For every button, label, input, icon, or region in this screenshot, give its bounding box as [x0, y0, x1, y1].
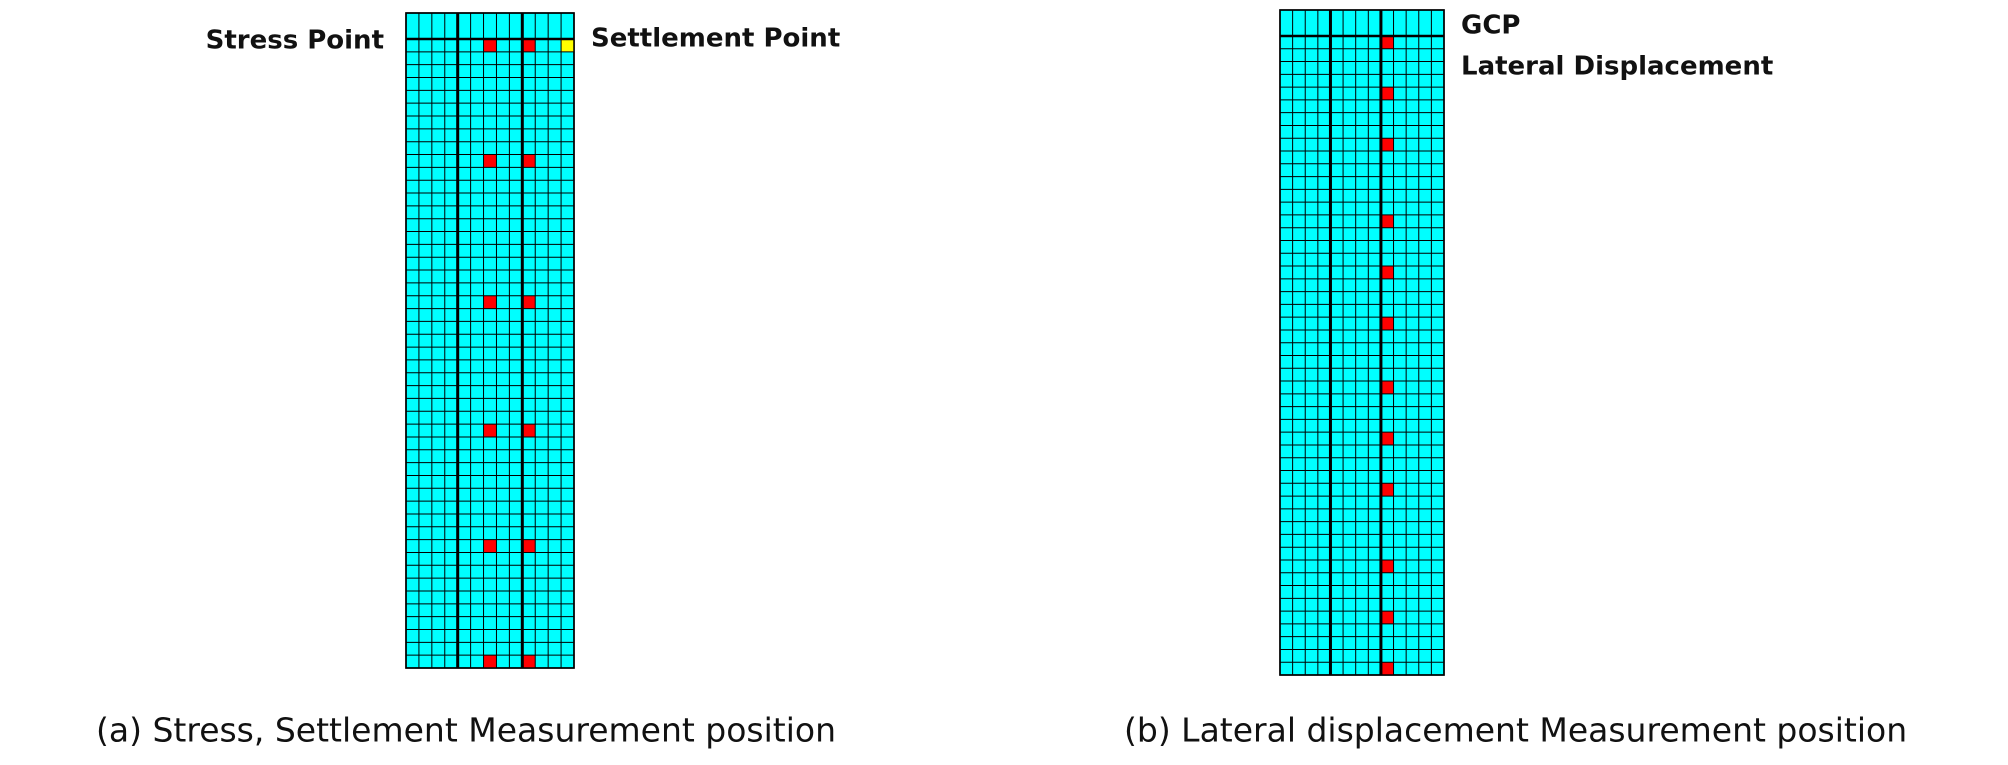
stress-label: Stress Point: [206, 26, 384, 56]
measurement-point: [522, 154, 536, 168]
caption-b: (b) Lateral displacement Measurement pos…: [1124, 711, 1907, 750]
measurement-point: [561, 39, 574, 52]
measurement-point: [522, 655, 536, 668]
measurement-point: [1380, 36, 1394, 49]
mesh-fill: [405, 12, 575, 669]
measurement-point: [483, 154, 497, 168]
mesh-border: [1279, 9, 1445, 676]
measurement-point: [483, 655, 497, 668]
measurement-point: [483, 39, 497, 52]
measurement-point: [1380, 662, 1394, 675]
gcp-label: GCP: [1461, 11, 1520, 41]
settlement-label: Settlement Point: [591, 24, 840, 54]
caption-a: (a) Stress, Settlement Measurement posit…: [96, 711, 836, 750]
measurement-point: [1380, 611, 1394, 624]
measurement-point: [1380, 559, 1394, 573]
measurement-point: [1380, 266, 1394, 279]
lateral-label: Lateral Displacement: [1461, 52, 1773, 82]
measurement-point: [1380, 214, 1394, 228]
measurement-point: [1380, 381, 1394, 394]
measurement-point: [1380, 317, 1394, 330]
measurement-point: [1380, 483, 1394, 497]
measurement-point: [522, 539, 536, 553]
measurement-point: [522, 424, 536, 437]
measurement-point: [1380, 432, 1394, 445]
measurement-point: [522, 39, 536, 52]
mesh-border: [405, 12, 575, 669]
measurement-point: [483, 424, 497, 437]
measurement-point: [1380, 87, 1394, 100]
mesh-a: [405, 12, 575, 669]
measurement-point: [522, 295, 536, 309]
measurement-point: [483, 539, 497, 553]
measurement-point: [1380, 138, 1394, 152]
mesh-b: [1279, 9, 1445, 676]
measurement-point: [483, 295, 497, 309]
